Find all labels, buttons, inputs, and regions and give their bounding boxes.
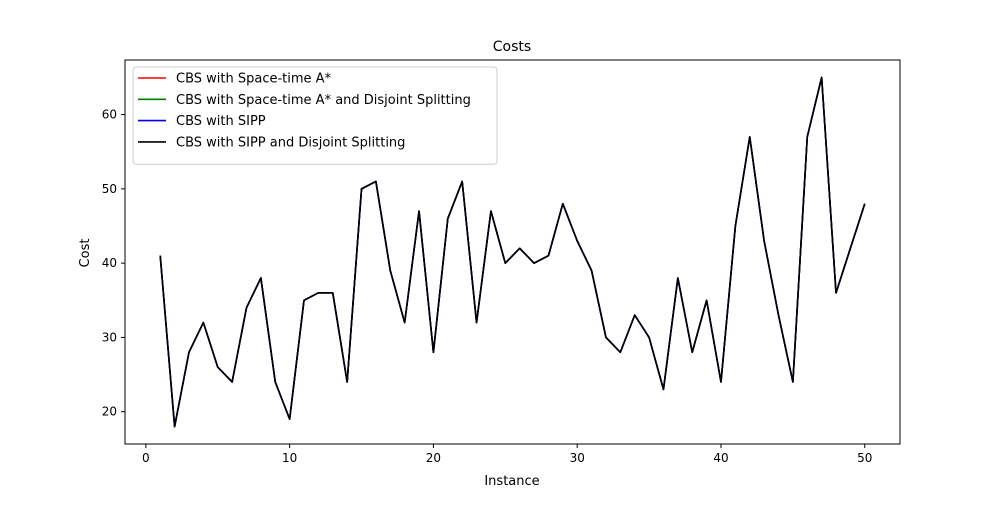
x-tick-label: 50 [857,451,872,465]
x-tick-label: 20 [426,451,441,465]
x-tick-label: 40 [713,451,728,465]
legend-entry-label: CBS with Space-time A* [176,72,332,87]
legend-box [132,66,498,165]
legend-entry-label: CBS with SIPP [176,114,266,129]
series-line-cbs-with-sipp-and-disjoint-splitting [159,76,866,428]
x-axis-label: Instance [484,474,539,489]
y-tick-label: 40 [102,256,117,270]
plot-area [159,76,866,428]
y-axis: 20 30 40 50 60 [102,108,125,419]
legend: CBS with Space-time A* CBS with Space-tim… [132,66,498,165]
y-tick-label: 50 [102,182,117,196]
x-axis: 0 10 20 30 40 50 [142,444,872,465]
x-tick-label: 0 [142,451,150,465]
x-tick-label: 30 [570,451,585,465]
legend-entry-label: CBS with SIPP and Disjoint Splitting [176,135,405,150]
x-tick-label: 10 [282,451,297,465]
y-tick-label: 60 [102,108,117,122]
y-axis-label: Cost [78,239,93,268]
y-tick-label: 20 [102,405,117,419]
plot-frame [124,59,901,445]
y-tick-label: 30 [102,330,117,344]
chart-title: Costs [493,39,531,55]
legend-entry-label: CBS with Space-time A* and Disjoint Spli… [176,93,471,108]
